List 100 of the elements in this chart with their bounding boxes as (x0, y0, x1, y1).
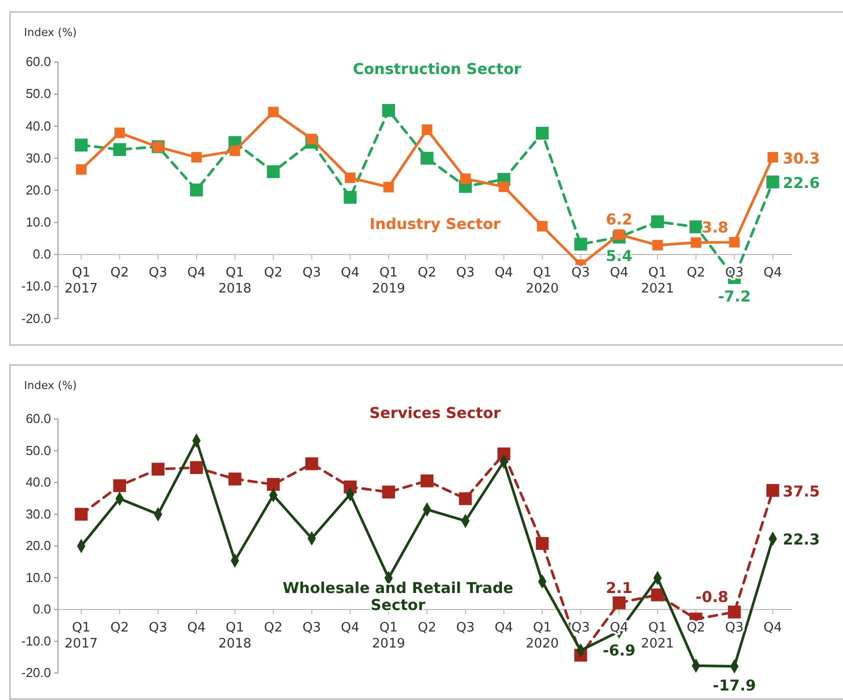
point (420, 474, 434, 488)
y-tick-label: -10.0 (21, 278, 51, 294)
y-tick-label: 40.0 (26, 474, 51, 490)
x-tick-label: Q4 (610, 265, 628, 280)
data-label: -0.8 (696, 588, 728, 606)
y-tick-label: 30.0 (26, 150, 51, 166)
series-label: Services Sector (369, 404, 502, 422)
x-tick-label: Q2 (418, 620, 436, 636)
point (690, 237, 702, 248)
x-tick-label: Q4 (494, 265, 514, 280)
x-tick-label: Q4 (494, 620, 514, 636)
x-tick-label: Q1 2019 (372, 265, 406, 296)
y-tick-label: 30.0 (26, 506, 51, 522)
point (766, 484, 780, 497)
x-tick-label: Q3 (456, 265, 475, 280)
point (612, 596, 626, 610)
series-label: Wholesale and Retail Trade Sector (282, 579, 514, 614)
point (690, 220, 702, 234)
point (344, 190, 357, 204)
point (728, 606, 741, 618)
point (268, 106, 279, 118)
x-tick-label: Q2 (686, 265, 706, 280)
x-tick-label: Q4 (764, 265, 782, 280)
x-tick-label: Q2 (110, 265, 129, 280)
x-tick-label: Q2 (264, 265, 283, 280)
x-tick-label: Q1 2020 (526, 620, 559, 652)
y-tick-label: 20.0 (26, 538, 51, 554)
point (498, 182, 510, 192)
text: Construction Sector (352, 60, 522, 78)
y-axis-title: Index (%) (24, 26, 77, 39)
y-axis-title: Index (%) (24, 379, 77, 392)
x-tick-label: Q3 (571, 620, 590, 636)
x-tick-label: Q4 (187, 265, 206, 280)
x-tick-label: Q4 (764, 620, 782, 636)
point (766, 176, 780, 188)
point (574, 238, 588, 251)
point (74, 508, 88, 521)
y-tick-label: 20.0 (26, 182, 51, 198)
x-tick-label: Q1 2017 (64, 620, 98, 652)
x-tick-label: Q3 (456, 620, 475, 636)
point (382, 104, 395, 117)
x-tick-label: Q4 (340, 620, 360, 636)
x-tick-label: Q2 (264, 620, 283, 636)
y-tick-label: 50.0 (26, 442, 51, 458)
point (460, 174, 471, 184)
point (651, 215, 664, 228)
point (190, 184, 203, 196)
point (113, 143, 126, 156)
point (768, 152, 778, 163)
point (228, 472, 242, 486)
point (344, 172, 356, 184)
data-label: 5.4 (606, 247, 632, 266)
point (420, 152, 434, 165)
y-tick-label: -20.0 (21, 310, 51, 326)
y-tick-label: 0.0 (32, 602, 51, 617)
x-tick-label: Q4 (187, 620, 206, 636)
point (190, 461, 203, 474)
y-tick-label: 40.0 (26, 118, 51, 134)
x-tick-label: Q3 (302, 620, 321, 636)
data-label: 22.6 (782, 174, 820, 192)
point (651, 588, 664, 602)
point (76, 164, 86, 175)
y-tick-label: 60.0 (26, 54, 51, 70)
point (266, 478, 280, 491)
point (113, 479, 126, 492)
x-tick-label: Q1 2021 (640, 620, 674, 652)
point (191, 152, 202, 163)
point (266, 165, 280, 178)
point (729, 237, 740, 248)
point (230, 146, 240, 156)
y-tick-label: 60.0 (26, 411, 51, 426)
point (383, 182, 394, 192)
y-tick-label: -10.0 (21, 633, 51, 648)
y-tick-label: -20.0 (21, 665, 51, 680)
x-tick-label: Q2 (418, 265, 436, 280)
data-label: 30.3 (782, 149, 820, 168)
point (614, 229, 624, 240)
data-label: 2.1 (606, 578, 632, 597)
point (306, 134, 317, 144)
data-label: 6.2 (606, 210, 632, 229)
data-label: 37.5 (782, 482, 820, 500)
point (382, 486, 395, 498)
y-tick-label: 50.0 (26, 86, 51, 102)
point (459, 492, 472, 506)
x-tick-label: Q1 2018 (218, 265, 252, 296)
point (536, 126, 549, 140)
point (422, 124, 432, 135)
x-tick-label: Q3 (148, 265, 168, 280)
point (537, 220, 548, 232)
x-tick-label: Q1 2021 (640, 265, 674, 296)
point (74, 138, 88, 152)
x-tick-label: Q1 2017 (64, 265, 98, 296)
series-label: Industry Sector (370, 215, 502, 233)
data-label: -17.9 (712, 676, 756, 694)
data-label: -7.2 (718, 288, 751, 306)
point (152, 462, 164, 476)
y-tick-label: 10.0 (26, 570, 51, 585)
point (652, 240, 663, 250)
x-tick-label: Q1 2018 (218, 620, 252, 652)
x-tick-label: Q3 (571, 265, 590, 280)
